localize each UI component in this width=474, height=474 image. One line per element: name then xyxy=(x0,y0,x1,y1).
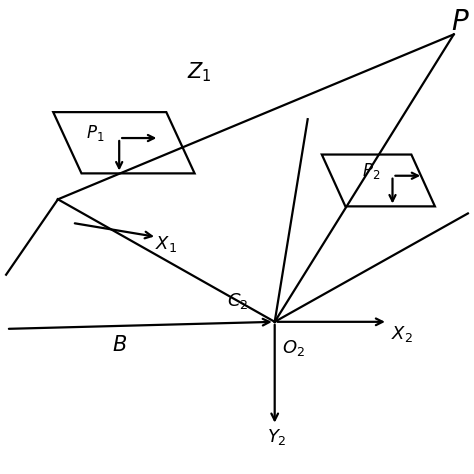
Text: $B$: $B$ xyxy=(112,336,127,356)
Text: $O_2$: $O_2$ xyxy=(282,338,305,358)
Text: $Z_1$: $Z_1$ xyxy=(187,60,211,84)
Text: $Y_2$: $Y_2$ xyxy=(267,427,287,447)
Text: $P$: $P$ xyxy=(452,9,470,36)
Text: $P_1$: $P_1$ xyxy=(86,123,105,143)
Text: $P_2$: $P_2$ xyxy=(362,161,381,181)
Text: $C_2$: $C_2$ xyxy=(228,291,249,310)
Text: $X_1$: $X_1$ xyxy=(155,234,177,254)
Text: $X_2$: $X_2$ xyxy=(391,324,413,344)
